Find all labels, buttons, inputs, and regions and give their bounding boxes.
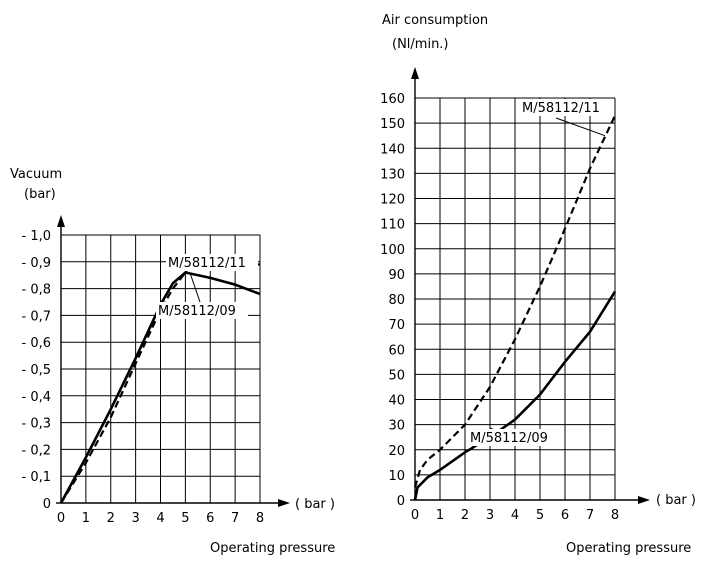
series-label: M/58112/11 [522, 101, 600, 116]
y-tick-label: - 0,3 [22, 417, 52, 432]
y-tick-label: 80 [388, 293, 405, 308]
y-tick-label: 50 [388, 368, 405, 383]
x-tick-label: 6 [206, 511, 214, 526]
y-axis-unit: (bar) [24, 187, 56, 202]
y-axis-unit: (Nl/min.) [392, 37, 449, 52]
x-tick-label: 7 [231, 511, 239, 526]
y-tick-label: - 0,2 [22, 443, 52, 458]
y-axis-arrow-icon [57, 215, 65, 227]
series-label-background [520, 99, 612, 116]
x-tick-label: 7 [586, 508, 594, 523]
x-tick-label: 5 [181, 511, 189, 526]
y-tick-label: 0 [43, 497, 51, 512]
y-tick-label: - 0,1 [22, 470, 52, 485]
series-label-leader [189, 273, 201, 303]
y-tick-label: - 0,6 [22, 336, 52, 351]
x-axis-arrow-icon [278, 499, 290, 507]
series-label: M/58112/09 [158, 304, 236, 319]
y-tick-label: 60 [388, 343, 405, 358]
y-tick-label: - 0,8 [22, 283, 52, 298]
x-tick-label: 1 [436, 508, 444, 523]
y-tick-label: 120 [380, 193, 405, 208]
y-tick-label: 20 [388, 444, 405, 459]
series-label: M/58112/09 [470, 431, 548, 446]
series-line-m-58112-11 [413, 115, 616, 488]
y-axis-title: Air consumption [382, 13, 488, 28]
air-consumption-chart: 0 1 2 3 4 5 6 7 80102030405060708090100110120130… [380, 13, 696, 556]
x-tick-label: 3 [486, 508, 494, 523]
vacuum-chart: 0 1 2 3 4 5 6 7 8 0 - 0,1 - 0,2 - 0,3 - 0,4 - 0,5 - 0,6… [10, 167, 335, 556]
series-label: M/58112/11 [168, 256, 246, 271]
x-axis-title: Operating pressure [210, 541, 335, 556]
x-tick-label: 2 [107, 511, 115, 526]
x-axis-unit: ( bar ) [295, 497, 335, 512]
y-tick-label: - 0,7 [22, 309, 52, 324]
y-tick-label: 30 [388, 419, 405, 434]
y-axis-arrow-icon [411, 67, 419, 79]
y-tick-label: 40 [388, 394, 405, 409]
x-tick-label: 5 [536, 508, 544, 523]
y-axis-title: Vacuum [10, 167, 62, 182]
x-tick-label: 4 [156, 511, 164, 526]
y-tick-label: 160 [380, 92, 405, 107]
y-tick-label: - 0,9 [22, 256, 52, 271]
x-tick-label: 8 [611, 508, 619, 523]
y-tick-label: 70 [388, 318, 405, 333]
series-line-m-58112-09 [59, 271, 261, 504]
y-tick-label: 140 [380, 142, 405, 157]
y-tick-label: 10 [388, 469, 405, 484]
y-tick-label: 130 [380, 167, 405, 182]
y-tick-label: 100 [380, 243, 405, 258]
y-tick-label: - 0,5 [22, 363, 52, 378]
x-tick-label: 0 [411, 508, 419, 523]
x-tick-label: 0 [57, 511, 65, 526]
series-label-background [468, 429, 560, 446]
y-tick-label: 0 [397, 494, 405, 509]
grid [61, 234, 261, 503]
y-tick-label: 90 [388, 268, 405, 283]
x-tick-label: 4 [511, 508, 519, 523]
x-tick-label: 3 [131, 511, 139, 526]
x-axis-unit: ( bar ) [656, 493, 696, 508]
x-axis-title: Operating pressure [566, 541, 691, 556]
y-tick-label: - 0,4 [22, 390, 52, 405]
series-label-leader [555, 117, 606, 137]
x-tick-label: 8 [256, 511, 264, 526]
x-axis-arrow-icon [638, 496, 650, 504]
x-tick-label: 6 [561, 508, 569, 523]
y-tick-label: 110 [380, 218, 405, 233]
x-tick-label: 1 [82, 511, 90, 526]
series-label-background [156, 302, 248, 319]
x-tick-label: 2 [461, 508, 469, 523]
series-label-background [166, 254, 258, 271]
y-tick-label: - 1,0 [22, 229, 52, 244]
y-tick-label: 150 [380, 117, 405, 132]
